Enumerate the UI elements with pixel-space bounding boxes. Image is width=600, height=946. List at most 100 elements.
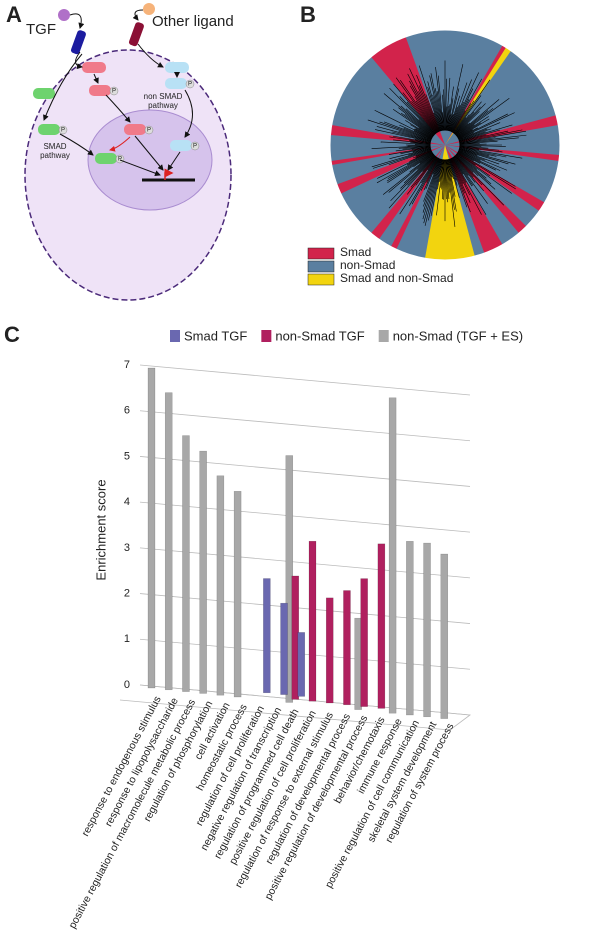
branch: [429, 75, 443, 131]
branch: [459, 146, 480, 151]
branch: [391, 131, 431, 142]
branch: [459, 140, 498, 145]
clade-wedge: [371, 145, 445, 240]
branch: [456, 122, 471, 136]
branch: [402, 146, 431, 150]
branch: [454, 156, 484, 192]
branch: [416, 74, 440, 132]
protein: [82, 62, 106, 73]
ligand: [143, 3, 155, 15]
branch: [430, 159, 443, 216]
branch: [443, 89, 445, 131]
branch: [447, 98, 454, 131]
branch: [455, 111, 480, 135]
branch: [410, 142, 431, 145]
branch: [406, 156, 437, 195]
branch: [393, 139, 431, 144]
branch: [427, 86, 441, 131]
branch: [459, 134, 527, 144]
clade-wedge: [336, 145, 445, 194]
branch: [458, 112, 515, 139]
floor: [119, 684, 472, 731]
branch: [458, 150, 486, 161]
branch: [456, 153, 478, 170]
branch: [459, 143, 487, 145]
y-tick-label: 6: [124, 405, 130, 417]
branch: [435, 88, 443, 131]
branch: [388, 154, 434, 193]
branch: [456, 153, 512, 194]
branch: [419, 153, 434, 164]
branch: [453, 157, 474, 186]
protein: [165, 78, 187, 89]
bar: [280, 602, 288, 695]
panel-label: C: [4, 322, 20, 347]
branch: [459, 147, 497, 157]
phospho-label: P: [112, 89, 116, 95]
branch: [458, 128, 488, 140]
branch: [432, 94, 442, 131]
branch: [395, 77, 437, 134]
branch: [400, 80, 437, 133]
branch: [458, 150, 508, 171]
branch: [445, 159, 450, 199]
branch: [458, 151, 481, 164]
branch: [388, 149, 431, 166]
branch: [392, 135, 431, 143]
branch: [446, 159, 450, 193]
y-tick-label: 0: [124, 679, 130, 691]
branch: [386, 152, 433, 182]
branch: [422, 156, 436, 172]
branch: [446, 104, 451, 131]
receptor: [128, 22, 144, 47]
branch: [452, 100, 475, 133]
branch: [422, 159, 441, 220]
branch: [399, 96, 436, 135]
branch: [459, 147, 507, 158]
branch: [454, 112, 475, 134]
branch: [456, 154, 496, 190]
branch: [459, 129, 501, 142]
branch: [403, 154, 435, 184]
bar: [164, 392, 173, 691]
branch: [415, 150, 432, 157]
branch: [452, 157, 467, 183]
branch: [412, 150, 432, 159]
branch: [371, 145, 431, 149]
legend-swatch: [261, 330, 272, 342]
branch: [387, 152, 433, 184]
branch: [383, 93, 434, 136]
branch: [447, 64, 464, 131]
branch: [449, 106, 458, 131]
branch: [449, 82, 468, 131]
branch: [451, 72, 479, 132]
grid-line: [139, 547, 471, 579]
branch: [459, 145, 506, 147]
y-tick-label: 4: [124, 496, 130, 508]
legend-label: non-Smad TGF: [275, 328, 364, 343]
branch: [454, 155, 483, 186]
grid-line: [139, 364, 471, 396]
branch: [420, 158, 439, 191]
branch: [454, 106, 481, 135]
branch: [450, 158, 471, 204]
phospho-label: P: [118, 157, 122, 163]
branch: [446, 159, 455, 210]
protein: [165, 62, 189, 73]
branch: [400, 147, 431, 155]
branch: [457, 129, 473, 138]
branch: [440, 159, 444, 188]
branch: [405, 108, 435, 136]
branch: [407, 145, 431, 147]
branch: [457, 153, 490, 177]
panel-label: B: [300, 2, 316, 27]
branch: [451, 158, 471, 196]
branch: [410, 124, 433, 138]
branch: [422, 159, 441, 213]
pathway-label: SMAD: [43, 142, 66, 151]
branch: [446, 86, 454, 131]
branch: [388, 147, 431, 155]
bar: [308, 540, 317, 702]
